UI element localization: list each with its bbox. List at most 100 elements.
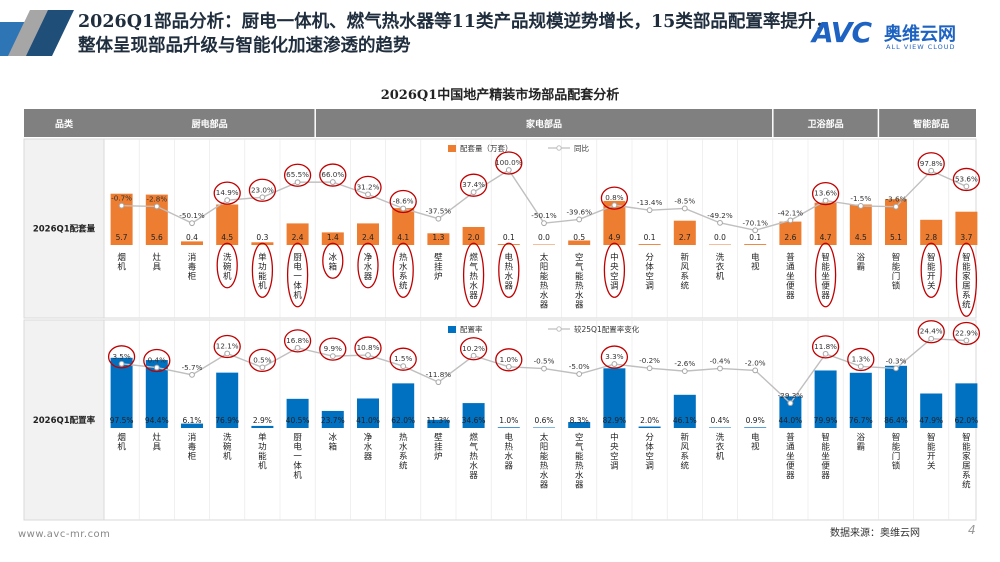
trend-point-空气能热水器 bbox=[576, 371, 583, 377]
category-label-中央空调: 中 bbox=[610, 432, 619, 443]
trend-point-电热水器 bbox=[505, 167, 512, 173]
trend-point-太阳能热水器 bbox=[541, 220, 547, 227]
category-label-电视: 电 bbox=[751, 252, 760, 263]
trend-value-label: -2.0% bbox=[745, 358, 766, 367]
trend-value-label: 66.0% bbox=[321, 170, 344, 179]
bar-智能坐便器 bbox=[814, 202, 837, 245]
category-label-洗衣机: 衣 bbox=[716, 262, 725, 273]
category-label-厨电一体机: 厨 bbox=[293, 253, 302, 263]
trend-value-label: -2.8% bbox=[146, 194, 167, 203]
category-label-燃气热水器: 器 bbox=[469, 471, 478, 481]
trend-point-智能门锁 bbox=[893, 203, 899, 210]
trend-point-净水器 bbox=[365, 352, 371, 358]
category-label-智能开关: 关 bbox=[927, 281, 936, 292]
category-label-新风系统: 新 bbox=[681, 432, 690, 443]
trend-point-厨电一体机 bbox=[294, 179, 301, 186]
category-label-智能开关: 能 bbox=[927, 262, 936, 273]
category-label-消毒柜: 柜 bbox=[188, 451, 197, 462]
trend-point-浴霸 bbox=[857, 203, 864, 209]
avc-logo: AVC 奥维云网 ALL VIEW CLOUD bbox=[812, 16, 982, 56]
category-label-洗碗机: 机 bbox=[223, 271, 232, 282]
bar-value-label: 62.0% bbox=[391, 416, 415, 425]
trend-value-label: -50.1% bbox=[531, 211, 557, 220]
bar-value-label: 2.0 bbox=[468, 233, 480, 242]
category-label-智能坐便器: 坐 bbox=[821, 272, 830, 282]
category-label-洗碗机: 碗 bbox=[223, 442, 232, 453]
legend-line-marker bbox=[556, 145, 562, 151]
bar-中央空调 bbox=[603, 200, 626, 245]
trend-point-电视 bbox=[752, 367, 759, 374]
bar-普通坐便器 bbox=[779, 221, 802, 245]
category-label-智能坐便器: 坐 bbox=[821, 452, 830, 462]
category-label-空气能热水器: 能 bbox=[575, 451, 584, 462]
trend-value-label: 14.9% bbox=[216, 188, 239, 197]
category-label-净水器: 水 bbox=[364, 262, 373, 273]
category-label-单功能机: 机 bbox=[258, 281, 267, 292]
bar-value-label: 79.9% bbox=[814, 416, 838, 425]
legend-line-marker bbox=[556, 326, 562, 332]
category-label-电热水器: 电 bbox=[505, 432, 514, 443]
footer-url[interactable]: www.avc-mr.com bbox=[18, 529, 111, 540]
highlight-label-circle-厨电一体机 bbox=[286, 242, 309, 308]
bar-value-label: 76.9% bbox=[215, 416, 239, 425]
bar-洗碗机 bbox=[216, 204, 239, 245]
category-label-智能门锁: 能 bbox=[892, 262, 901, 273]
category-label-灶具: 灶 bbox=[153, 432, 162, 443]
category-label-厨电一体机: 电 bbox=[293, 262, 302, 273]
category-label-太阳能热水器: 能 bbox=[540, 271, 549, 282]
legend-bar-label: 配套量（万套） bbox=[460, 143, 513, 153]
bar-智能家居系统 bbox=[955, 211, 978, 245]
bar-壁挂炉 bbox=[427, 419, 450, 428]
bar-value-label: 5.1 bbox=[890, 233, 902, 242]
category-label-智能门锁: 智 bbox=[892, 432, 901, 443]
highlight-label-circle-中央空调 bbox=[603, 242, 626, 298]
category-label-冰箱: 冰 bbox=[329, 252, 338, 263]
bar-新风系统 bbox=[673, 394, 696, 428]
bar-value-label: 6.1% bbox=[182, 416, 201, 425]
highlight-circle-烟机 bbox=[107, 345, 136, 369]
bar-value-label: 5.7 bbox=[116, 233, 128, 242]
category-label-燃气热水器: 燃 bbox=[469, 252, 478, 263]
trend-value-label: 53.6% bbox=[955, 174, 978, 183]
category-label-燃气热水器: 器 bbox=[469, 291, 478, 301]
category-label-单功能机: 单 bbox=[258, 252, 267, 263]
highlight-label-circle-电热水器 bbox=[498, 242, 520, 298]
bar-厨电一体机 bbox=[286, 398, 309, 428]
trend-value-label: 1.0% bbox=[500, 355, 518, 364]
trend-value-label: -29.3% bbox=[778, 391, 804, 400]
bar-分体空调 bbox=[638, 426, 661, 428]
bar-value-label: 0.5 bbox=[573, 233, 585, 242]
trend-value-label: 65.5% bbox=[286, 170, 309, 179]
category-label-浴霸: 浴 bbox=[857, 432, 866, 443]
trend-point-壁挂炉 bbox=[435, 215, 442, 222]
trend-point-热水系统 bbox=[400, 363, 407, 370]
category-label-太阳能热水器: 能 bbox=[540, 451, 549, 462]
bar-value-label: 44.0% bbox=[778, 416, 802, 425]
category-label-电视: 电 bbox=[751, 432, 760, 443]
trend-value-label: 0.5% bbox=[253, 355, 271, 364]
trend-point-新风系统 bbox=[681, 368, 688, 375]
category-label-热水系统: 水 bbox=[399, 442, 408, 453]
category-label-中央空调: 央 bbox=[610, 262, 619, 273]
category-label-分体空调: 空 bbox=[645, 271, 654, 282]
category-label-分体空调: 调 bbox=[645, 462, 654, 472]
bar-value-label: 0.0 bbox=[538, 233, 550, 242]
trend-point-智能坐便器 bbox=[822, 197, 829, 204]
bar-value-label: 34.6% bbox=[462, 416, 486, 425]
trend-value-label: 3.3% bbox=[605, 352, 623, 361]
bar-value-label: 5.6 bbox=[151, 233, 163, 242]
highlight-label-circle-智能开关 bbox=[920, 242, 942, 298]
highlight-circle-中央空调 bbox=[600, 345, 629, 369]
category-label-厨电一体机: 一 bbox=[293, 272, 302, 282]
category-label-智能家居系统: 统 bbox=[962, 480, 971, 491]
category-label-新风系统: 系 bbox=[681, 271, 690, 282]
bar-电视 bbox=[744, 244, 767, 245]
trend-point-新风系统 bbox=[681, 205, 688, 212]
trend-point-消毒柜 bbox=[189, 371, 195, 378]
trend-value-label: 37.4% bbox=[462, 180, 485, 189]
highlight-circle-洗碗机 bbox=[213, 181, 241, 205]
category-label-浴霸: 霸 bbox=[857, 263, 866, 273]
category-label-消毒柜: 毒 bbox=[188, 442, 197, 453]
chart-title: 2026Q1中国地产精装市场部品配套分析 bbox=[380, 88, 620, 103]
trend-value-label: -50.1% bbox=[179, 211, 205, 220]
